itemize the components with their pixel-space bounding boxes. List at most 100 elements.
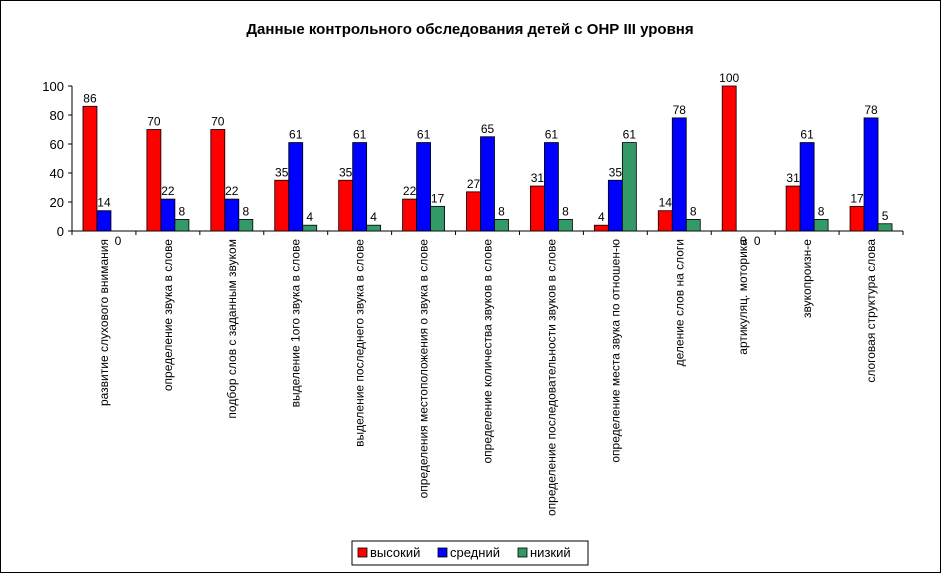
legend-swatch [437,547,448,558]
data-label: 61 [545,128,559,142]
legend-label: средний [450,545,500,560]
bar-высокий-9 [657,210,673,232]
y-tick-label: 20 [50,195,64,210]
bar-высокий-6 [466,191,481,232]
category-label: выделение 1ого звука в слове [289,239,303,408]
category-label: развитие слухового внимания [97,239,111,406]
bar-высокий-4 [338,179,354,232]
data-label: 0 [754,234,761,248]
bar-низкий-8 [621,142,637,232]
bar-средний-0 [96,210,112,232]
category-label: определение места звука по отношен-ю [608,239,622,463]
data-label: 86 [83,91,97,105]
data-label: 31 [531,171,545,185]
data-label: 17 [431,191,445,205]
data-label: 78 [864,103,878,117]
data-label: 61 [353,128,367,142]
data-label: 65 [481,122,495,136]
bar-высокий-2 [210,129,226,232]
y-tick-label: 0 [57,224,64,239]
bar-средний-1 [160,198,176,232]
y-tick-label: 60 [50,137,64,152]
data-label: 61 [623,128,637,142]
bar-низкий-4 [366,224,382,232]
legend-box [351,540,589,566]
category-label: определения местоположения о звука в сло… [417,239,431,499]
bar-средний-9 [671,117,687,232]
y-tick-label: 100 [42,79,64,94]
data-label: 14 [659,196,673,210]
bar-низкий-1 [174,218,190,232]
chart-title: Данные контрольного обследования детей с… [246,21,693,38]
legend-label: высокий [370,545,420,560]
category-label: подбор слов с заданным звуком [225,239,239,419]
data-label: 5 [882,209,889,223]
bar-низкий-9 [685,218,701,232]
bar-низкий-7 [558,218,573,232]
bar-высокий-0 [82,105,98,232]
bar-средний-11 [799,142,815,232]
data-label: 35 [609,165,623,179]
bar-высокий-1 [146,129,162,232]
y-tick-label: 80 [50,108,64,123]
data-label: 0 [740,234,747,248]
bar-средний-4 [352,142,368,232]
data-label: 100 [719,71,739,85]
data-label: 27 [467,177,481,191]
data-label: 70 [211,115,225,129]
bar-средний-2 [224,198,240,232]
bar-низкий-5 [430,205,445,232]
legend-swatch [517,547,528,558]
data-label: 8 [690,204,697,218]
data-label: 4 [598,210,605,224]
data-label: 35 [275,165,289,179]
bar-высокий-12 [849,205,865,232]
bar-высокий-10 [721,85,737,232]
bar-средний-8 [607,179,623,232]
category-label: определение последовательности звуков в … [544,239,558,516]
category-label: слоговая структура слова [864,239,878,383]
bar-средний-6 [480,136,495,232]
bar-высокий-8 [593,224,609,232]
data-label: 22 [225,184,239,198]
data-label: 22 [403,184,417,198]
bar-низкий-12 [877,223,893,232]
bar-высокий-3 [274,179,290,232]
bar-средний-3 [288,142,304,232]
category-label: выделение последнего звука в слове [353,239,367,447]
bar-средний-12 [863,117,879,232]
data-label: 8 [179,204,186,218]
bar-средний-5 [416,142,431,232]
data-label: 8 [498,204,505,218]
data-label: 61 [289,128,303,142]
bar-средний-7 [544,142,559,232]
category-label: определение звука в слове [161,239,175,391]
category-label: звукопроизн-е [800,239,814,318]
data-label: 35 [339,165,353,179]
data-label: 4 [306,210,313,224]
data-label: 61 [800,128,814,142]
legend-swatch [357,547,368,558]
bar-высокий-11 [785,185,801,232]
bar-низкий-6 [494,218,509,232]
bar-высокий-7 [530,185,545,232]
data-label: 17 [850,191,864,205]
bar-высокий-5 [402,198,417,232]
data-label: 8 [242,204,249,218]
category-label: артикуляц. моторика [736,239,750,355]
y-tick-label: 40 [50,166,64,181]
bar-низкий-3 [302,224,318,232]
data-label: 8 [562,204,569,218]
legend-label: низкий [530,545,571,560]
bar-низкий-11 [813,218,829,232]
category-label: определение количества звуков в слове [481,239,495,464]
data-label: 78 [673,103,687,117]
bar-низкий-2 [238,218,254,232]
data-label: 4 [370,210,377,224]
data-label: 14 [97,196,111,210]
legend: высокий средний низкий [351,540,589,566]
data-label: 8 [818,204,825,218]
